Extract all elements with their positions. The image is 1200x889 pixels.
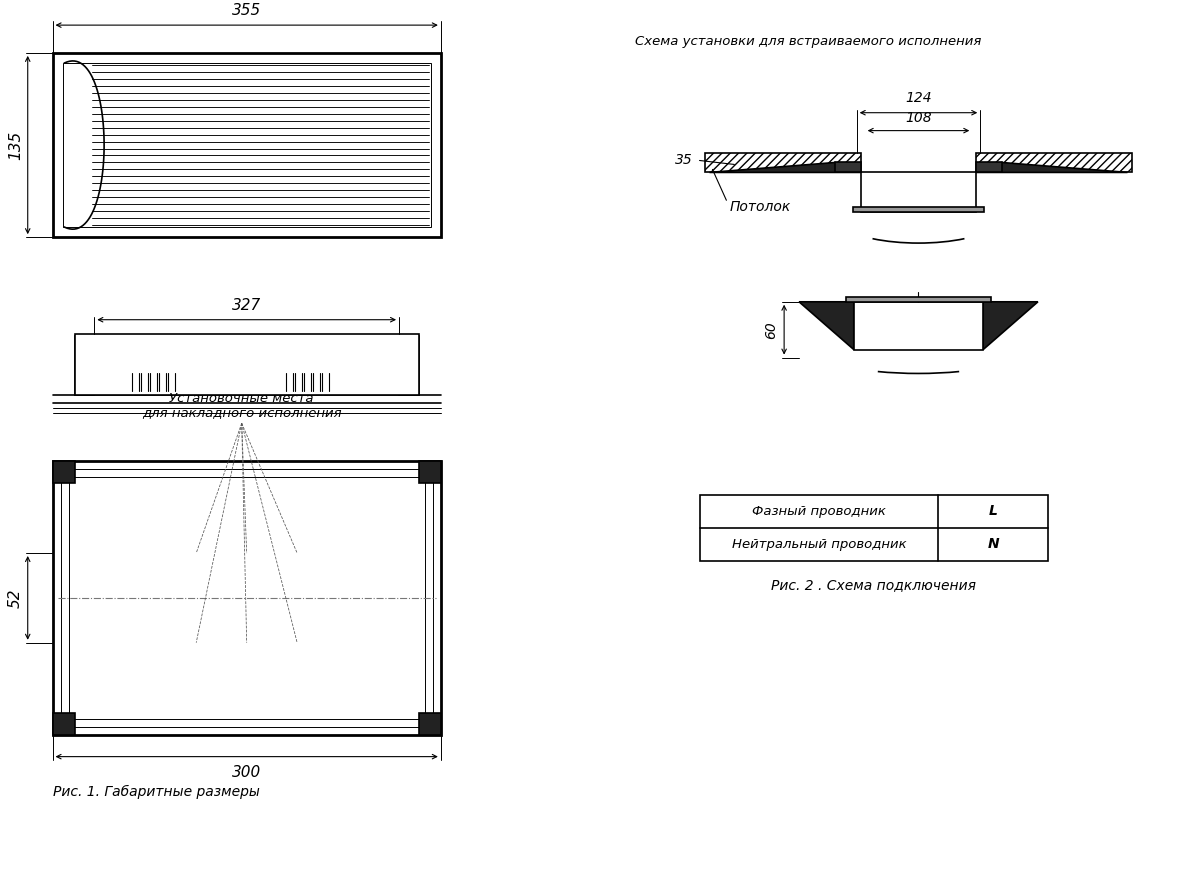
Bar xyxy=(53,53,440,237)
Circle shape xyxy=(90,541,95,546)
Text: 52: 52 xyxy=(7,589,23,608)
Text: L: L xyxy=(989,504,997,518)
Text: 108: 108 xyxy=(905,110,931,124)
Bar xyxy=(846,297,991,301)
Polygon shape xyxy=(799,301,853,349)
Bar xyxy=(53,461,74,483)
Bar xyxy=(74,336,95,396)
Text: 124: 124 xyxy=(905,91,931,105)
Polygon shape xyxy=(709,163,862,172)
Text: N: N xyxy=(988,537,998,551)
Text: Потолок: Потолок xyxy=(730,200,791,214)
Bar xyxy=(398,336,419,396)
Bar xyxy=(835,163,862,172)
Bar xyxy=(977,153,1133,172)
Text: Установочные места: Установочные места xyxy=(169,392,314,405)
Bar xyxy=(704,153,860,172)
Circle shape xyxy=(398,541,403,546)
Bar xyxy=(62,63,431,228)
Text: Рис. 1. Габаритные размеры: Рис. 1. Габаритные размеры xyxy=(53,784,259,798)
Text: Нейтральный проводник: Нейтральный проводник xyxy=(732,538,906,550)
Text: 355: 355 xyxy=(232,4,262,18)
Bar xyxy=(853,207,984,212)
Bar xyxy=(53,713,74,734)
Text: 135: 135 xyxy=(7,131,23,160)
Bar xyxy=(853,301,983,349)
Text: 300: 300 xyxy=(232,765,262,780)
Bar xyxy=(976,163,1002,172)
Bar xyxy=(862,172,976,212)
Text: 35: 35 xyxy=(674,154,692,167)
Bar xyxy=(60,469,433,727)
Bar xyxy=(68,477,425,719)
Text: для накладного исполнения: для накладного исполнения xyxy=(142,406,342,420)
Bar xyxy=(74,333,419,396)
Text: 327: 327 xyxy=(232,298,262,313)
Bar xyxy=(53,461,440,734)
Polygon shape xyxy=(983,301,1038,349)
Text: Фазный проводник: Фазный проводник xyxy=(752,505,886,517)
Text: 60: 60 xyxy=(764,321,778,339)
Bar xyxy=(419,713,440,734)
Circle shape xyxy=(90,650,95,655)
Text: Схема установки для встраиваемого исполнения: Схема установки для встраиваемого исполн… xyxy=(635,35,982,48)
Circle shape xyxy=(398,650,403,655)
Text: Рис. 2 . Схема подключения: Рис. 2 . Схема подключения xyxy=(772,579,976,592)
Bar xyxy=(700,495,1048,561)
Bar xyxy=(419,461,440,483)
Polygon shape xyxy=(976,163,1128,172)
